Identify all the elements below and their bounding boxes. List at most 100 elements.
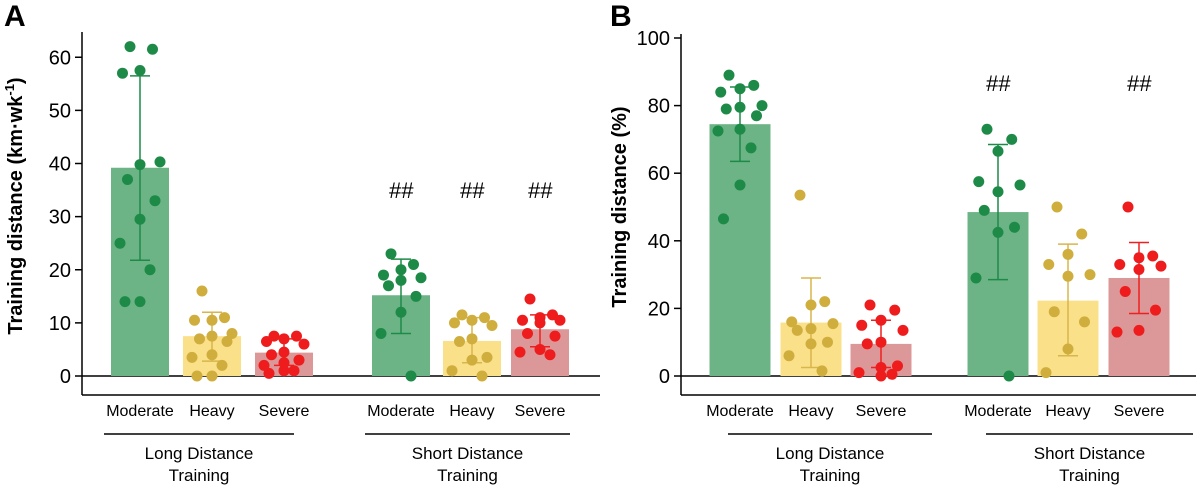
data-point [1062, 343, 1074, 355]
panel-a: A 0 10 20 30 40 50 60 Training distance (km·wk-1… [2, 0, 600, 485]
data-point [191, 370, 203, 382]
group-label-line1: Long Distance [776, 444, 885, 463]
data-point [889, 304, 901, 316]
data-point [973, 176, 985, 188]
y-tick-label: 60 [49, 47, 71, 69]
y-axis-label: Training distance (km·wk-1) [2, 77, 27, 334]
data-point [897, 324, 909, 336]
data-point [712, 125, 724, 137]
data-point [517, 314, 528, 326]
data-point [395, 264, 407, 276]
significance-marker: ## [389, 178, 414, 203]
data-point [1043, 258, 1055, 270]
data-point [1133, 252, 1145, 264]
data-point [981, 123, 993, 135]
data-point [745, 142, 757, 154]
group-label-line1: Short Distance [1034, 444, 1146, 463]
data-point [144, 264, 156, 276]
data-point [456, 309, 468, 321]
data-point [1111, 326, 1123, 338]
data-point [805, 338, 817, 350]
data-point [1084, 269, 1096, 281]
data-point [992, 145, 1004, 157]
data-point [723, 69, 735, 81]
data-point [278, 365, 290, 377]
data-point [992, 226, 1004, 238]
significance-marker: ## [528, 178, 553, 203]
data-point [748, 79, 760, 91]
y-tick-label: 40 [648, 231, 670, 253]
data-point [375, 328, 387, 339]
data-point [720, 103, 732, 115]
category-label: Heavy [788, 403, 833, 420]
category-label: Heavy [189, 403, 234, 420]
category-label: Heavy [449, 403, 494, 420]
data-point [119, 296, 131, 308]
data-point [117, 67, 128, 79]
data-point [1076, 228, 1088, 240]
category-label: Severe [856, 403, 907, 420]
data-point [875, 336, 887, 348]
data-point [534, 343, 546, 355]
data-point [219, 312, 230, 324]
data-point [794, 189, 806, 201]
data-point [554, 314, 566, 326]
data-point [718, 213, 729, 225]
data-point [734, 123, 746, 135]
y-tick-label: 50 [49, 100, 71, 122]
category-label: Moderate [106, 403, 174, 420]
data-point [134, 296, 146, 308]
data-point [544, 349, 556, 361]
group-label-line2: Training [800, 466, 861, 485]
data-point [978, 204, 990, 216]
bar-moderate [709, 124, 771, 376]
data-point [466, 333, 478, 345]
data-point [206, 349, 218, 361]
data-point [853, 367, 865, 379]
data-point [196, 285, 208, 297]
data-point [1014, 179, 1026, 191]
data-point [1040, 367, 1052, 379]
category-label: Moderate [706, 403, 774, 420]
data-point [992, 186, 1004, 198]
data-point [293, 354, 305, 366]
data-point [522, 328, 533, 339]
category-label: Moderate [367, 403, 435, 420]
data-point [408, 258, 419, 270]
data-point [298, 338, 310, 350]
data-point [410, 290, 422, 302]
data-point [278, 333, 290, 345]
data-point [221, 335, 233, 347]
significance-marker: ## [460, 178, 485, 203]
data-point [194, 333, 205, 345]
data-point [875, 370, 887, 382]
data-point [816, 365, 828, 377]
data-point [124, 41, 136, 53]
data-point [1150, 304, 1161, 316]
data-point [134, 65, 146, 77]
data-point [114, 237, 126, 249]
data-point [278, 346, 290, 358]
data-point [756, 100, 768, 112]
group-label-line1: Short Distance [412, 444, 524, 463]
group-label-line2: Training [1059, 466, 1120, 485]
data-point [481, 351, 493, 363]
data-point [875, 362, 887, 374]
data-point [154, 156, 166, 168]
data-point [1048, 306, 1060, 318]
data-point [1155, 260, 1167, 272]
data-point [875, 314, 887, 326]
data-point [186, 351, 198, 363]
data-point [734, 83, 746, 95]
y-axis-label: Training distance (%) [609, 106, 631, 307]
data-point [405, 370, 417, 382]
data-point [1114, 258, 1126, 270]
data-point [864, 299, 876, 311]
y-tick-label: 40 [49, 154, 71, 176]
data-point [486, 320, 498, 332]
data-point [1133, 324, 1145, 336]
panel-letter: B [610, 0, 632, 33]
data-point [892, 360, 903, 372]
data-point [783, 350, 795, 362]
